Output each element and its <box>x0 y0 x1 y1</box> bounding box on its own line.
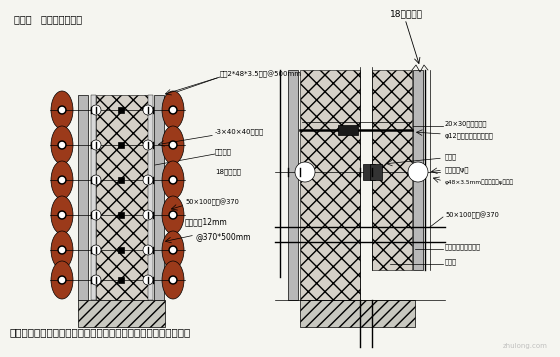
Text: 防水砼墙水平施工缝、止水钢板及止水螺杆、模板支撑大样（一）: 防水砼墙水平施工缝、止水钢板及止水螺杆、模板支撑大样（一） <box>10 327 192 337</box>
Ellipse shape <box>162 126 184 164</box>
Circle shape <box>143 210 153 220</box>
Circle shape <box>91 210 101 220</box>
Circle shape <box>59 212 64 217</box>
Circle shape <box>58 176 66 184</box>
Text: φ12钢筋焊接固定止水片: φ12钢筋焊接固定止水片 <box>445 133 494 139</box>
Circle shape <box>59 247 64 252</box>
Circle shape <box>170 107 175 112</box>
Circle shape <box>58 276 66 284</box>
Ellipse shape <box>51 196 73 234</box>
Circle shape <box>143 105 153 115</box>
Bar <box>148 95 153 300</box>
Circle shape <box>169 176 177 184</box>
Ellipse shape <box>51 261 73 299</box>
Ellipse shape <box>51 126 73 164</box>
Circle shape <box>59 107 64 112</box>
Bar <box>372 70 412 270</box>
Ellipse shape <box>162 231 184 269</box>
Text: 对拉螺栓12mm: 对拉螺栓12mm <box>185 217 228 226</box>
Text: -3×40×40止水环: -3×40×40止水环 <box>215 129 264 135</box>
Text: 墙筋缝: 墙筋缝 <box>445 259 457 265</box>
Circle shape <box>58 246 66 254</box>
Bar <box>118 107 124 113</box>
Bar <box>118 142 124 148</box>
Bar <box>78 95 88 300</box>
Text: 20×30膨胀止水条: 20×30膨胀止水条 <box>445 121 487 127</box>
Circle shape <box>170 247 175 252</box>
Circle shape <box>59 177 64 182</box>
Ellipse shape <box>162 161 184 199</box>
Text: 大棱2*48*3.5钢管@500mm: 大棱2*48*3.5钢管@500mm <box>220 70 302 78</box>
Bar <box>288 70 298 300</box>
Circle shape <box>170 212 175 217</box>
Circle shape <box>91 175 101 185</box>
Bar <box>338 125 358 135</box>
Bar <box>154 95 164 300</box>
Circle shape <box>59 277 64 282</box>
Ellipse shape <box>51 91 73 129</box>
Circle shape <box>169 211 177 219</box>
Text: 基台：高脱、夹材纸: 基台：高脱、夹材纸 <box>445 244 481 250</box>
Bar <box>118 247 124 253</box>
Circle shape <box>91 275 101 285</box>
Circle shape <box>169 141 177 149</box>
Bar <box>118 277 124 283</box>
Circle shape <box>91 245 101 255</box>
Text: 50×100松方@370: 50×100松方@370 <box>185 198 239 206</box>
Text: 专用钢整ψ件: 专用钢整ψ件 <box>445 167 469 173</box>
Circle shape <box>58 141 66 149</box>
Bar <box>413 70 423 270</box>
Circle shape <box>59 142 64 147</box>
Text: 18厚胶合板: 18厚胶合板 <box>390 9 423 18</box>
Text: zhulong.com: zhulong.com <box>503 343 548 349</box>
Ellipse shape <box>51 161 73 199</box>
Bar <box>118 177 124 183</box>
Ellipse shape <box>162 91 184 129</box>
Text: 50×100松方@370: 50×100松方@370 <box>445 211 499 219</box>
Bar <box>78 300 165 327</box>
Text: （七）   模板支撑大样：: （七） 模板支撑大样： <box>14 14 82 24</box>
Text: 限位筋: 限位筋 <box>445 154 457 160</box>
Circle shape <box>143 245 153 255</box>
Circle shape <box>170 277 175 282</box>
Circle shape <box>170 177 175 182</box>
Circle shape <box>170 142 175 147</box>
Bar <box>300 300 415 327</box>
Circle shape <box>169 106 177 114</box>
Circle shape <box>169 246 177 254</box>
Ellipse shape <box>162 261 184 299</box>
Bar <box>96 95 148 300</box>
Circle shape <box>295 162 315 182</box>
Bar <box>300 70 360 300</box>
Text: 止水螺杆: 止水螺杆 <box>215 149 232 155</box>
Circle shape <box>58 106 66 114</box>
Text: @370*500mm: @370*500mm <box>195 232 250 241</box>
Circle shape <box>91 105 101 115</box>
Ellipse shape <box>162 196 184 234</box>
Circle shape <box>58 211 66 219</box>
Circle shape <box>143 275 153 285</box>
Bar <box>118 212 124 218</box>
Text: φ48×3.5mm钢管加山型ψ件固定: φ48×3.5mm钢管加山型ψ件固定 <box>445 179 514 185</box>
Bar <box>91 95 96 300</box>
Bar <box>370 164 382 180</box>
Circle shape <box>169 276 177 284</box>
Circle shape <box>143 140 153 150</box>
Text: 18厚木垫块: 18厚木垫块 <box>215 169 241 175</box>
Circle shape <box>91 140 101 150</box>
Circle shape <box>408 162 428 182</box>
Bar <box>363 164 375 180</box>
Ellipse shape <box>51 231 73 269</box>
Circle shape <box>143 175 153 185</box>
